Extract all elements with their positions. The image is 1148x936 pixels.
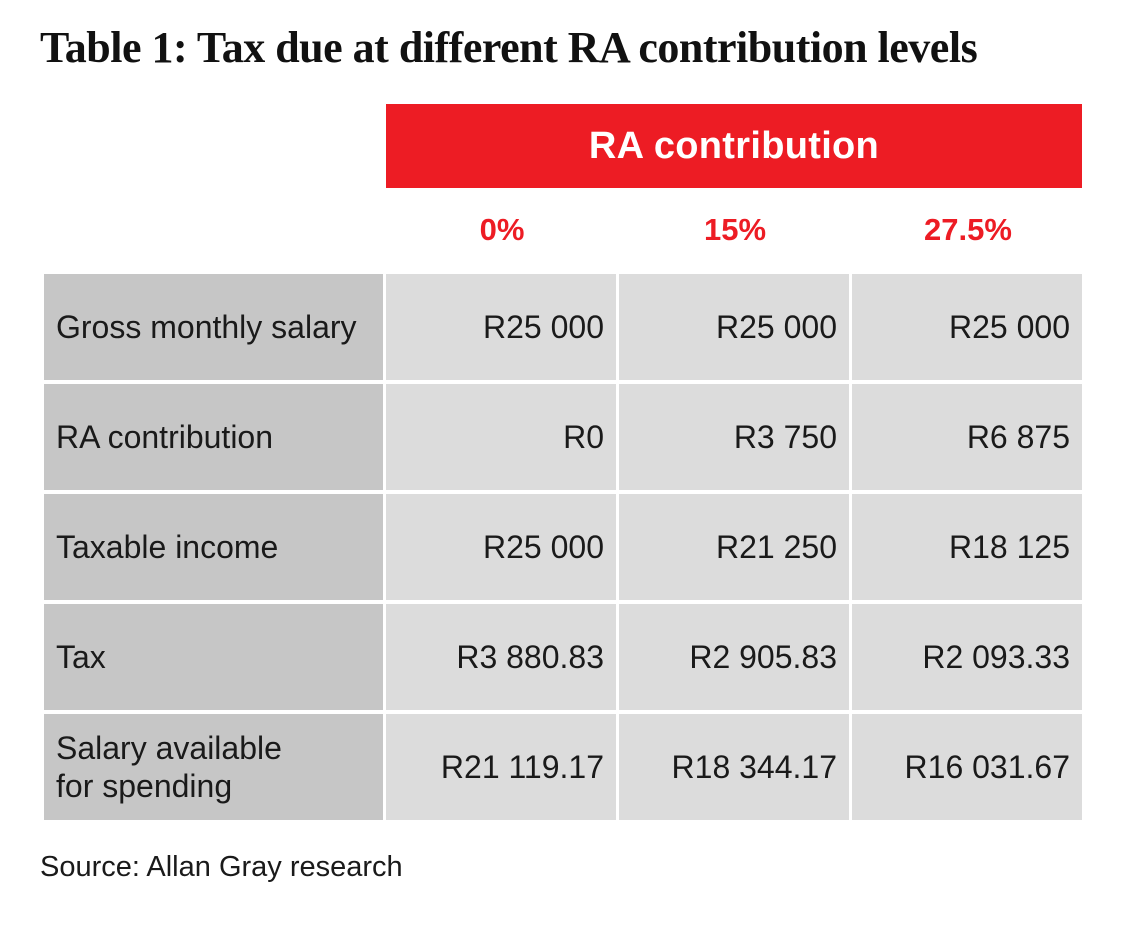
table-cell: R21 250: [619, 494, 849, 600]
row-label-tax: Tax: [44, 604, 383, 710]
table-cell: R21 119.17: [386, 714, 616, 820]
row-label-taxable-income: Taxable income: [44, 494, 383, 600]
table-cell: R16 031.67: [852, 714, 1082, 820]
table-cell: R25 000: [852, 274, 1082, 380]
column-header-15: 15%: [703, 212, 767, 247]
table-cell: R25 000: [386, 494, 616, 600]
table-cell: R18 125: [852, 494, 1082, 600]
table-cell: R6 875: [852, 384, 1082, 490]
table-cell: R3 750: [619, 384, 849, 490]
page-title: Table 1: Tax due at different RA contrib…: [40, 23, 978, 72]
column-header-27-5: 27.5%: [924, 212, 1012, 247]
row-label-salary-available: Salary available for spending: [44, 714, 383, 820]
source-note: Source: Allan Gray research: [40, 851, 403, 883]
table-cell: R0: [386, 384, 616, 490]
table-cell: R18 344.17: [619, 714, 849, 820]
table-cell: R25 000: [619, 274, 849, 380]
table-cell: R3 880.83: [386, 604, 616, 710]
row-label-ra-contribution: RA contribution: [44, 384, 383, 490]
column-header-0: 0%: [479, 212, 525, 247]
table-cell: R2 093.33: [852, 604, 1082, 710]
table-cell: R2 905.83: [619, 604, 849, 710]
tax-table: Gross monthly salary R25 000 R25 000 R25…: [44, 274, 1082, 820]
column-group-header: RA contribution: [386, 104, 1082, 188]
row-label-gross-salary: Gross monthly salary: [44, 274, 383, 380]
table-cell: R25 000: [386, 274, 616, 380]
